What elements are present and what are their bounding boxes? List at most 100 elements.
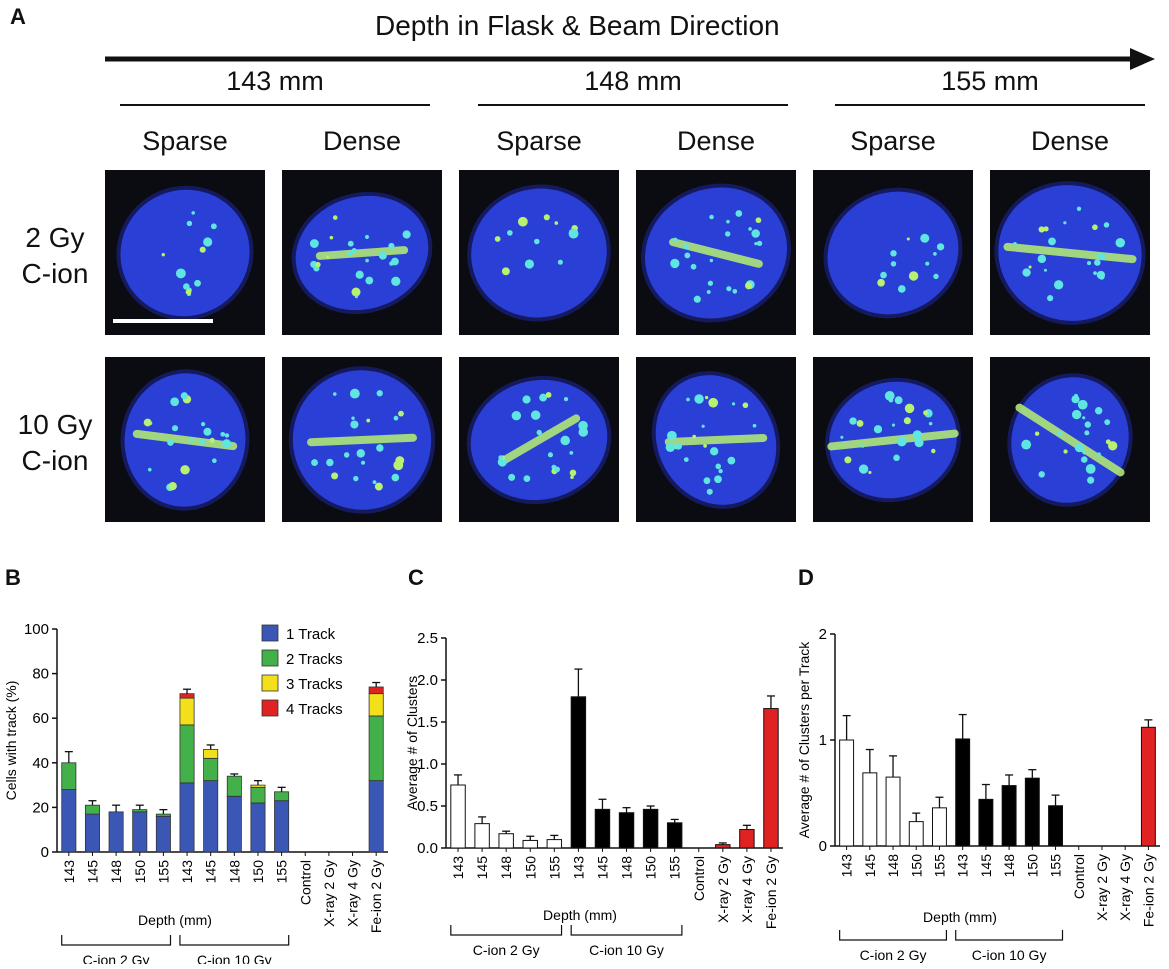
- group-bracket: [179, 935, 290, 946]
- focus-spot: [570, 475, 574, 480]
- focus-spot: [1057, 430, 1063, 436]
- x-tick-label: X-ray 4 Gy: [739, 856, 755, 923]
- row-label-10gy: 10 Gy C-ion: [17, 409, 93, 476]
- panel-c-label: C: [408, 565, 424, 590]
- focus-spot: [931, 448, 936, 454]
- focus-spot: [539, 393, 548, 402]
- focus-spot: [315, 261, 321, 268]
- x-tick-label: 148: [885, 854, 901, 878]
- focus-spot: [365, 258, 369, 263]
- focus-spot: [756, 240, 763, 247]
- focus-spot: [199, 246, 206, 253]
- bar-segment: [203, 749, 219, 759]
- x-tick-label: 155: [155, 860, 171, 884]
- legend-swatch: [261, 699, 279, 717]
- focus-spot: [353, 475, 359, 482]
- y-tick-label: 2.0: [417, 672, 438, 689]
- focus-spot: [1071, 409, 1082, 420]
- focus-spot: [703, 444, 707, 448]
- focus-spot: [704, 395, 709, 400]
- x-tick-label: 143: [570, 856, 586, 880]
- bar-segment: [155, 813, 171, 817]
- focus-spot: [329, 235, 334, 240]
- x-axis-label: Depth (mm): [923, 909, 997, 925]
- nucleus-image-r1-c1: [105, 170, 265, 335]
- focus-spot: [727, 456, 736, 465]
- focus-spot: [666, 430, 677, 441]
- focus-spot: [903, 417, 911, 425]
- bar-segment: [368, 715, 384, 782]
- focus-spot: [560, 435, 571, 446]
- focus-spot: [507, 230, 513, 236]
- focus-spot: [210, 223, 217, 230]
- focus-spot: [354, 295, 359, 299]
- focus-spot: [1087, 476, 1095, 484]
- focus-spot: [709, 447, 719, 456]
- focus-spot: [715, 463, 722, 470]
- x-tick-label: 150: [132, 860, 148, 884]
- x-tick-label: 150: [908, 854, 924, 878]
- bar: [839, 739, 855, 847]
- bar-segment: [61, 762, 77, 790]
- panel-c-chart: C Average # of Clusters 0.0 0.5 1.0 1.5 2.0 2.…: [404, 565, 790, 964]
- focus-spot: [890, 250, 897, 257]
- bar-segment: [61, 789, 77, 853]
- depth-header-148: 148 mm: [584, 66, 682, 96]
- x-tick-label: Control: [691, 856, 707, 901]
- x-tick-label: 145: [862, 854, 878, 878]
- focus-spot: [147, 467, 152, 472]
- panel-b-chart: B Cells with track (%) 0 20 40 60 80 100 143 145…: [0, 565, 400, 968]
- focus-spot: [372, 480, 377, 485]
- x-axis-label: Depth (mm): [543, 907, 617, 923]
- focus-spot: [860, 444, 865, 448]
- focus-spot: [1096, 452, 1101, 457]
- focus-spot: [310, 260, 318, 268]
- focus-spot: [212, 458, 217, 464]
- focus-spot: [365, 276, 374, 285]
- focus-spot: [684, 252, 691, 259]
- focus-spot: [545, 391, 552, 398]
- x-axis-label: Depth (mm): [138, 912, 212, 928]
- panel-a-microscopy-grid: A Depth in Flask & Beam Direction 143 mm…: [10, 4, 1155, 522]
- focus-spot: [569, 451, 574, 455]
- focus-spot: [745, 282, 753, 290]
- focus-spot: [726, 286, 732, 292]
- focus-spot: [920, 233, 930, 243]
- focus-spot: [718, 468, 723, 474]
- focus-spot: [331, 472, 339, 480]
- x-tick-label: 143: [450, 856, 466, 880]
- bar-segment: [108, 811, 124, 853]
- focus-spot: [536, 429, 542, 436]
- focus-spot: [311, 459, 318, 466]
- focus-spot: [1048, 237, 1056, 246]
- bar-segment: [250, 784, 266, 788]
- focus-spot: [355, 270, 364, 279]
- x-tick-label: X-ray 2 Gy: [1094, 854, 1110, 921]
- x-tick-label: X-ray 4 Gy: [1117, 854, 1133, 921]
- focus-spot: [350, 420, 359, 429]
- ion-track-streak: [1003, 242, 1137, 264]
- bar: [666, 822, 683, 849]
- y-tick-label: 20: [32, 799, 49, 816]
- focus-spot: [1096, 253, 1101, 258]
- legend-swatch: [261, 649, 279, 667]
- focus-spot: [904, 403, 915, 414]
- focus-spot: [1021, 439, 1032, 450]
- group-bracket: [955, 930, 1064, 941]
- focus-spot: [563, 397, 569, 402]
- focus-spot: [1104, 419, 1111, 426]
- focus-spot: [1034, 431, 1040, 436]
- focus-spot: [1038, 471, 1045, 478]
- x-tick-label: 145: [594, 856, 610, 880]
- x-tick-label: 143: [839, 854, 855, 878]
- focus-spot: [755, 217, 762, 224]
- focus-spot: [844, 456, 852, 464]
- focus-spot: [683, 244, 690, 250]
- focus-spot: [534, 238, 540, 245]
- focus-spot: [366, 418, 371, 423]
- focus-spot: [706, 290, 711, 294]
- y-tick-label: 40: [32, 755, 49, 772]
- nucleus-shape: [471, 188, 607, 318]
- focus-spot: [1108, 441, 1118, 451]
- legend-label: 4 Tracks: [286, 701, 343, 718]
